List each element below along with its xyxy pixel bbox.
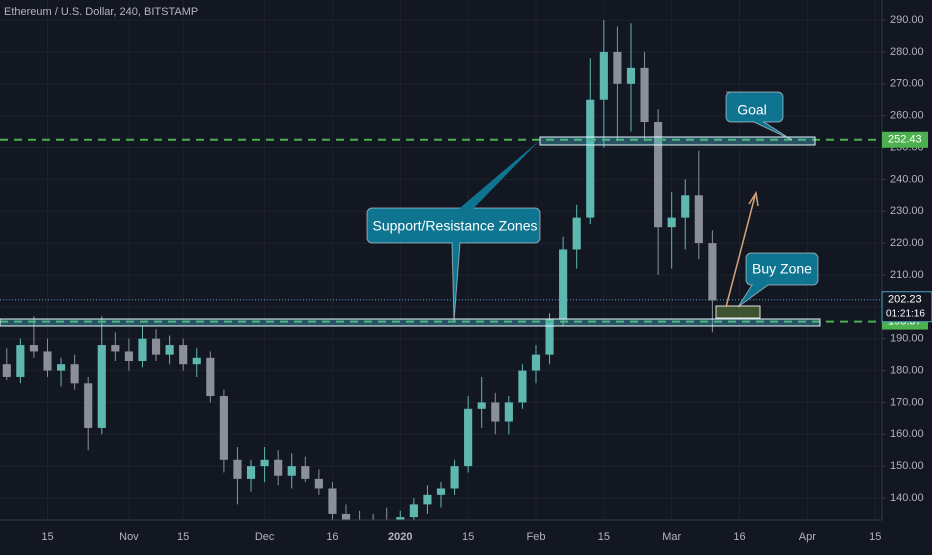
zones-label: Support/Resistance Zones: [373, 218, 538, 234]
candle-body: [246, 466, 256, 479]
candle-body: [694, 195, 703, 244]
candle-body: [111, 345, 120, 352]
candle-body: [29, 345, 38, 352]
support-zone: [0, 318, 821, 327]
candle-body: [70, 364, 79, 384]
arrow: [725, 195, 756, 308]
candle-body: [314, 478, 323, 489]
x-tick-label: Feb: [527, 531, 546, 543]
candle-body: [138, 338, 147, 362]
candle-body: [464, 408, 473, 467]
candle-body: [287, 466, 296, 476]
candle-body: [206, 357, 215, 397]
buy-label: Buy Zone: [752, 261, 812, 277]
candle-body: [43, 351, 52, 371]
candle-body: [56, 364, 66, 371]
x-tick-label: 15: [41, 531, 53, 543]
candle-body: [233, 459, 242, 479]
x-tick-label: 15: [177, 531, 189, 543]
y-tick-label: 230.00: [890, 205, 924, 217]
candle-body: [219, 396, 228, 460]
candle-body: [572, 217, 581, 250]
candle-body: [16, 345, 25, 377]
y-tick-label: 150.00: [890, 460, 924, 472]
x-tick-label: Mar: [662, 531, 681, 543]
candle-body: [409, 504, 418, 518]
candle-body: [559, 249, 568, 320]
candle-body: [599, 51, 608, 100]
candle-body: [301, 466, 310, 479]
y-tick-label: 240.00: [890, 173, 924, 185]
candle-body: [640, 67, 649, 123]
callout: [366, 207, 541, 322]
resistance-zone: [539, 136, 816, 146]
x-tick-label: 15: [869, 531, 881, 543]
candle-body: [491, 402, 500, 422]
y-tick-label: 290.00: [890, 14, 924, 26]
candle-body: [179, 345, 188, 365]
level-tag: [882, 131, 928, 148]
candle-body: [328, 488, 337, 514]
y-tick-label: 140.00: [890, 492, 924, 504]
level-label: 252.43: [888, 134, 922, 146]
x-tick-label: 16: [326, 531, 338, 543]
y-tick-label: 170.00: [890, 396, 924, 408]
candle-body: [165, 345, 174, 355]
y-tick-label: 220.00: [890, 237, 924, 249]
candle-body: [613, 51, 622, 84]
candle-body: [274, 459, 283, 476]
overlay: Goal Support/Resistance Zones Buy Zone: [0, 91, 882, 327]
goal-label: Goal: [737, 102, 767, 118]
candle-body: [450, 466, 459, 489]
candle-body: [626, 67, 636, 84]
x-tick-label: 2020: [388, 531, 412, 543]
countdown: 01:21:16: [886, 308, 925, 319]
buy-zone-box: [715, 305, 761, 319]
candle-body: [192, 357, 201, 365]
y-tick-label: 280.00: [890, 46, 924, 58]
candles: [2, 20, 717, 520]
candle-body: [341, 513, 351, 520]
last-price-tag: [881, 291, 932, 323]
y-tick-label: 190.00: [890, 333, 924, 345]
candle-body: [586, 99, 595, 218]
arrow-head: [748, 190, 759, 207]
callout: [725, 91, 793, 141]
candle-body: [531, 354, 541, 371]
y-tick-label: 270.00: [890, 78, 924, 90]
candle-body: [84, 383, 93, 428]
chart-title: Ethereum / U.S. Dollar, 240, BITSTAMP: [4, 6, 198, 18]
candle-body: [124, 351, 133, 362]
x-tick-label: 16: [733, 531, 745, 543]
candle-body: [477, 402, 486, 409]
price-axis: [882, 0, 932, 550]
y-tick-label: 160.00: [890, 428, 924, 440]
candle-body: [97, 345, 106, 428]
x-tick-label: 15: [462, 531, 474, 543]
candle-body: [260, 459, 269, 467]
last-price-label: 202.23: [888, 294, 922, 306]
candle-body: [2, 364, 11, 377]
x-tick-label: Apr: [799, 531, 816, 543]
x-tick-label: 15: [598, 531, 610, 543]
callout: [737, 252, 819, 308]
candle-body: [504, 402, 513, 422]
candle-body: [518, 370, 527, 403]
y-tick-label: 180.00: [890, 364, 924, 376]
y-tick-label: 260.00: [890, 110, 924, 122]
x-tick-label: Dec: [255, 531, 275, 543]
callout-pointer: [455, 140, 540, 212]
candle-body: [436, 488, 446, 495]
x-tick-label: Nov: [119, 531, 139, 543]
candle-body: [545, 319, 554, 355]
y-tick-label: 210.00: [890, 269, 924, 281]
candle-body: [396, 517, 405, 520]
candle-body: [654, 122, 663, 228]
candle-body: [667, 217, 676, 228]
candle-body: [681, 195, 690, 218]
candle-body: [151, 338, 161, 355]
candle-body: [708, 243, 717, 301]
candle-body: [423, 494, 432, 505]
